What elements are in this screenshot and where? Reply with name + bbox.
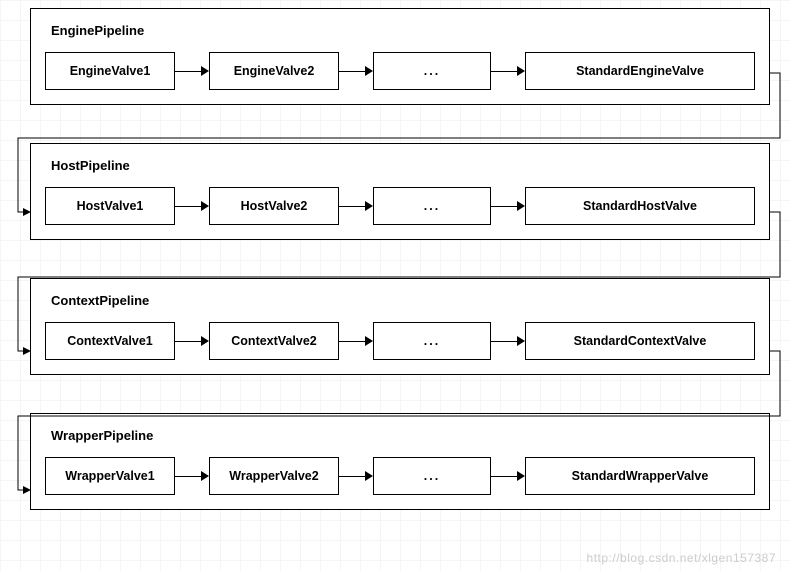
valve-box: WrapperValve1 — [45, 457, 175, 495]
arrow-icon — [339, 52, 373, 90]
valve-standard: StandardHostValve — [525, 187, 755, 225]
valve-standard: StandardContextValve — [525, 322, 755, 360]
arrow-icon — [339, 322, 373, 360]
arrow-icon — [339, 187, 373, 225]
arrow-icon — [175, 457, 209, 495]
pipeline-title: ContextPipeline — [51, 293, 755, 308]
pipeline-context: ContextPipeline ContextValve1 ContextVal… — [30, 278, 770, 375]
arrow-icon — [491, 187, 525, 225]
arrow-icon — [175, 322, 209, 360]
valve-box: HostValve1 — [45, 187, 175, 225]
arrow-icon — [491, 52, 525, 90]
valve-box: EngineValve2 — [209, 52, 339, 90]
valve-ellipsis: ... — [373, 322, 491, 360]
pipeline-title: HostPipeline — [51, 158, 755, 173]
pipeline-title: EnginePipeline — [51, 23, 755, 38]
valve-ellipsis: ... — [373, 187, 491, 225]
valve-box: ContextValve2 — [209, 322, 339, 360]
valve-row: EngineValve1 EngineValve2 ... StandardEn… — [45, 52, 755, 90]
pipeline-title: WrapperPipeline — [51, 428, 755, 443]
valve-ellipsis: ... — [373, 52, 491, 90]
valve-ellipsis: ... — [373, 457, 491, 495]
valve-box: HostValve2 — [209, 187, 339, 225]
pipeline-wrapper: WrapperPipeline WrapperValve1 WrapperVal… — [30, 413, 770, 510]
valve-row: WrapperValve1 WrapperValve2 ... Standard… — [45, 457, 755, 495]
watermark-text: http://blog.csdn.net/xlgen157387 — [587, 551, 776, 565]
pipeline-diagram: EnginePipeline EngineValve1 EngineValve2… — [0, 0, 790, 518]
arrow-icon — [339, 457, 373, 495]
valve-box: ContextValve1 — [45, 322, 175, 360]
pipeline-engine: EnginePipeline EngineValve1 EngineValve2… — [30, 8, 770, 105]
valve-row: HostValve1 HostValve2 ... StandardHostVa… — [45, 187, 755, 225]
valve-standard: StandardEngineValve — [525, 52, 755, 90]
arrow-icon — [175, 187, 209, 225]
valve-row: ContextValve1 ContextValve2 ... Standard… — [45, 322, 755, 360]
arrow-icon — [491, 457, 525, 495]
arrow-icon — [491, 322, 525, 360]
arrow-icon — [175, 52, 209, 90]
valve-box: EngineValve1 — [45, 52, 175, 90]
pipeline-host: HostPipeline HostValve1 HostValve2 ... S… — [30, 143, 770, 240]
valve-standard: StandardWrapperValve — [525, 457, 755, 495]
valve-box: WrapperValve2 — [209, 457, 339, 495]
